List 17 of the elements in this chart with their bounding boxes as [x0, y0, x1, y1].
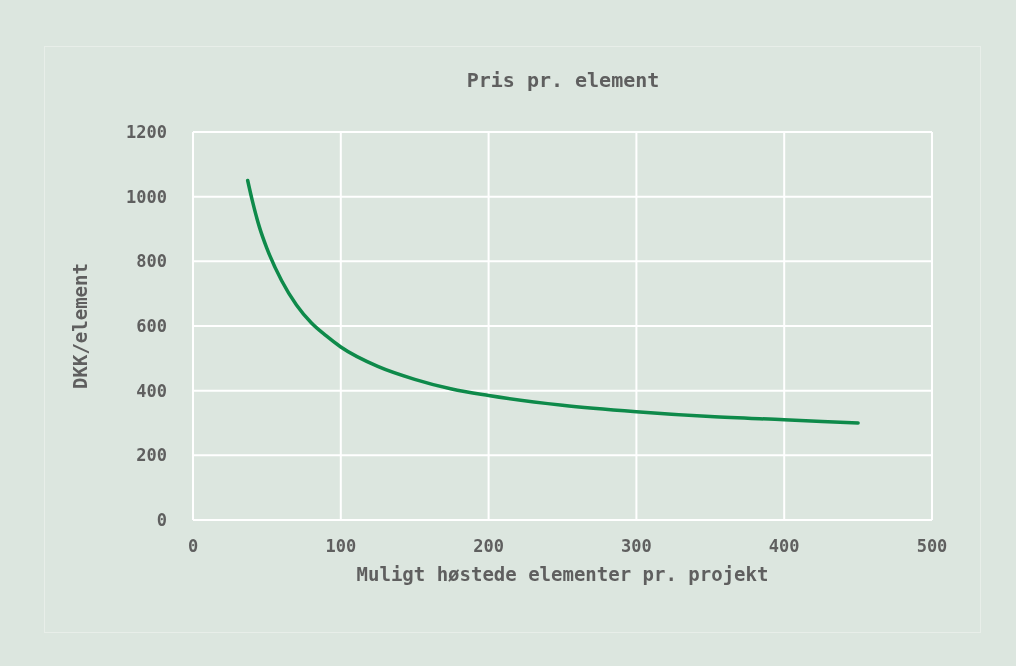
- y-axis-title: DKK/element: [68, 263, 91, 389]
- x-tick-label: 200: [473, 536, 504, 557]
- y-tick-label: 0: [156, 510, 167, 531]
- x-tick-label: 0: [187, 536, 199, 557]
- y-tick-label: 800: [136, 251, 167, 272]
- x-tick-label: 100: [325, 536, 357, 557]
- x-tick-label: 400: [768, 536, 800, 557]
- x-axis-title: Muligt høstede elementer pr. projekt: [356, 563, 769, 586]
- y-tick-label: 600: [136, 316, 167, 337]
- chart-title: Pris pr. element: [465, 68, 661, 92]
- y-tick-label: 1200: [126, 122, 167, 143]
- x-tick-label: 300: [621, 536, 652, 557]
- y-tick-label: 1000: [126, 186, 167, 207]
- y-tick-label: 200: [136, 445, 167, 466]
- y-tick-label: 400: [136, 380, 167, 401]
- line-series: [245, 178, 860, 425]
- x-tick-label: 500: [916, 536, 948, 557]
